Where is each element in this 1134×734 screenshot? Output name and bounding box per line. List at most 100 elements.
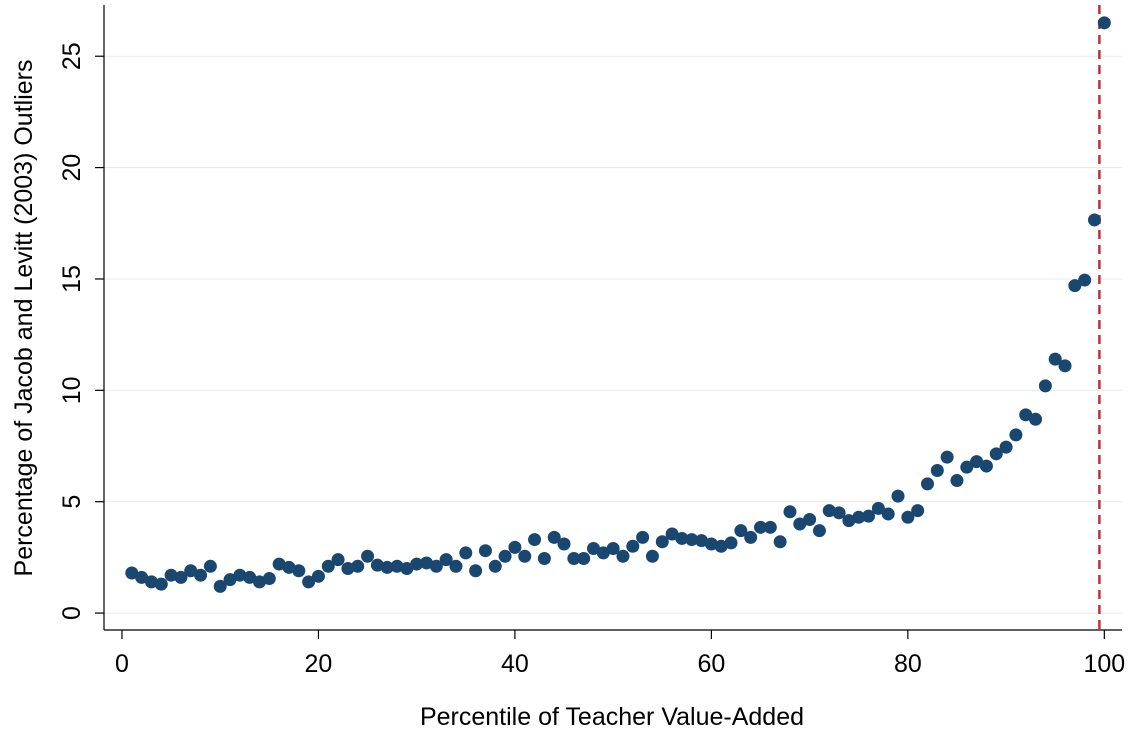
point <box>862 509 876 523</box>
point <box>135 570 149 584</box>
point <box>272 557 286 571</box>
x-tick-label: 80 <box>894 650 922 678</box>
point <box>881 507 895 521</box>
point <box>1029 412 1043 426</box>
point <box>1068 279 1082 293</box>
point <box>940 450 954 464</box>
point <box>1019 408 1033 422</box>
point <box>262 572 276 586</box>
point <box>645 549 659 563</box>
point <box>763 520 777 534</box>
point <box>311 569 325 583</box>
point <box>989 447 1003 461</box>
y-tick-label: 20 <box>58 154 86 182</box>
x-axis-label: Percentile of Teacher Value-Added <box>420 703 804 731</box>
point <box>842 514 856 528</box>
point <box>528 533 542 547</box>
point <box>704 537 718 551</box>
point <box>361 549 375 563</box>
point <box>321 559 335 573</box>
x-tick-label: 0 <box>115 650 129 678</box>
point <box>577 552 591 566</box>
point <box>1058 359 1072 373</box>
point <box>930 464 944 478</box>
point <box>920 477 934 491</box>
point <box>488 559 502 573</box>
point <box>714 539 728 553</box>
point <box>194 568 208 582</box>
point <box>970 455 984 469</box>
point <box>734 524 748 538</box>
point <box>695 534 709 548</box>
point <box>498 549 512 563</box>
x-tick-label: 100 <box>1083 650 1125 678</box>
point <box>370 558 384 572</box>
point <box>606 541 620 555</box>
point <box>596 546 610 560</box>
point <box>331 553 345 567</box>
point <box>439 553 453 567</box>
point <box>1048 352 1062 366</box>
point <box>429 559 443 573</box>
point <box>616 549 630 563</box>
x-tick-label: 60 <box>697 650 725 678</box>
point <box>557 537 571 551</box>
point <box>793 517 807 531</box>
point <box>891 489 905 503</box>
point <box>999 440 1013 454</box>
point <box>665 527 679 541</box>
point <box>901 510 915 524</box>
point <box>341 562 355 576</box>
point <box>537 552 551 566</box>
point <box>203 559 217 573</box>
point <box>223 573 237 587</box>
point <box>852 510 866 524</box>
point <box>469 564 483 578</box>
x-tick-label: 40 <box>501 650 529 678</box>
point <box>744 530 758 544</box>
point <box>518 549 532 563</box>
point <box>282 560 296 574</box>
point <box>144 575 158 589</box>
point <box>292 564 306 578</box>
point <box>253 575 267 589</box>
point <box>154 577 168 591</box>
point <box>351 559 365 573</box>
point <box>960 460 974 474</box>
point <box>1087 213 1101 227</box>
point <box>184 564 198 578</box>
point <box>1097 16 1111 30</box>
y-axis-label: Percentage of Jacob and Levitt (2003) Ou… <box>10 60 38 577</box>
point <box>233 568 247 582</box>
point <box>420 556 434 570</box>
point <box>871 501 885 515</box>
point <box>979 459 993 473</box>
point <box>125 566 139 580</box>
point <box>587 541 601 555</box>
point <box>1038 379 1052 393</box>
point <box>508 540 522 554</box>
point <box>243 570 257 584</box>
point <box>459 546 473 560</box>
point <box>655 535 669 549</box>
point <box>213 579 227 593</box>
point <box>950 474 964 488</box>
y-tick-label: 10 <box>58 376 86 404</box>
point <box>636 530 650 544</box>
x-tick-label: 20 <box>305 650 333 678</box>
point <box>400 562 414 576</box>
point <box>753 520 767 534</box>
y-tick-label: 25 <box>58 42 86 70</box>
point <box>164 568 178 582</box>
point <box>812 524 826 538</box>
point <box>822 504 836 518</box>
point <box>449 559 463 573</box>
point <box>911 504 925 518</box>
point <box>1009 428 1023 442</box>
point <box>803 513 817 527</box>
point <box>724 536 738 550</box>
point <box>675 531 689 545</box>
point <box>390 559 404 573</box>
point <box>773 535 787 549</box>
